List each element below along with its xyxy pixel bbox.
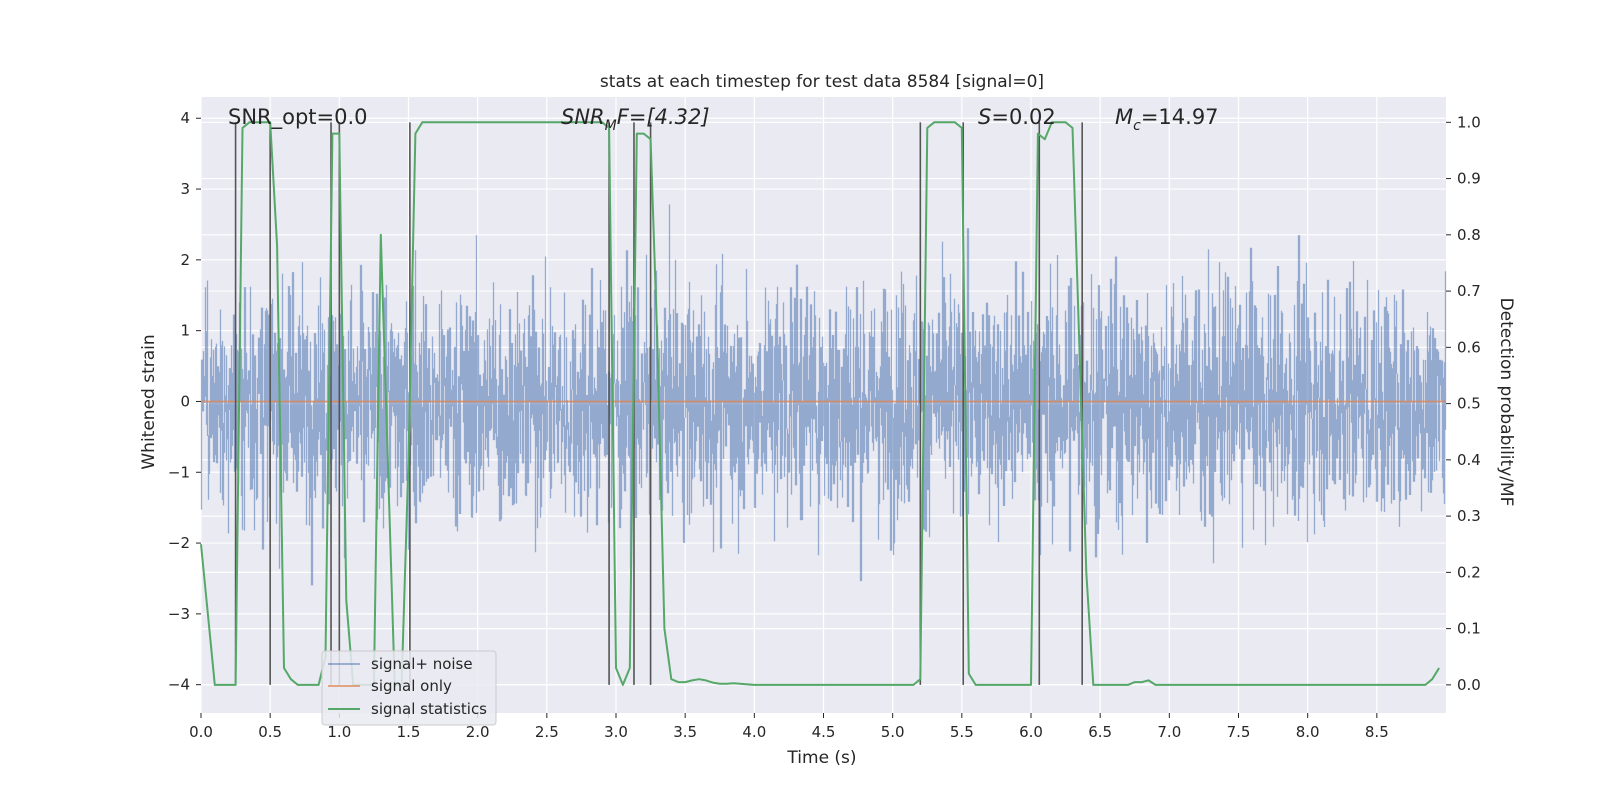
y-tick-label: −2 [168, 534, 190, 552]
x-tick-label: 5.0 [881, 723, 905, 741]
y-right-tick-label: 0.7 [1457, 282, 1481, 300]
annotation-snr-opt: SNR_opt=0.0 [228, 105, 368, 130]
y-tick-label: −4 [168, 676, 190, 694]
y-tick-label: −3 [168, 605, 190, 623]
vertical-marker-layer [234, 122, 1083, 685]
y-right-tick-label: 1.0 [1457, 113, 1481, 131]
x-tick-label: 3.5 [673, 723, 697, 741]
y-tick-label: 4 [180, 109, 190, 127]
x-tick-label: 1.0 [327, 723, 351, 741]
annotation-mc-main: M [1115, 105, 1133, 129]
y-right-tick-label: 0.9 [1457, 170, 1481, 188]
y-right-tick-label: 0.5 [1457, 395, 1481, 413]
annotation-s-rest: =0.02 [991, 105, 1055, 129]
y-tick-label: 3 [180, 180, 190, 198]
annotation-mc: Mc=14.97 [1115, 105, 1219, 134]
annotation-snr-mf-sub: M [605, 118, 617, 134]
annotation-snr-mf-main: SNR [561, 105, 605, 129]
x-tick-label: 0.0 [189, 723, 213, 741]
y-right-axis-label: Detection probability/MF [1496, 298, 1516, 507]
x-axis-label: Time (s) [786, 748, 856, 768]
legend-label-noise: signal+ noise [371, 655, 473, 673]
x-tick-label: 4.0 [742, 723, 766, 741]
y-tick-label: 0 [180, 392, 190, 410]
y-right-tick-label: 0.6 [1457, 338, 1481, 356]
y-right-tick-label: 0.3 [1457, 507, 1481, 525]
y-right-tick-label: 0.0 [1457, 676, 1481, 694]
legend-box [321, 650, 497, 726]
x-tick-label: 3.0 [604, 723, 628, 741]
annotation-s: S=0.02 [978, 105, 1056, 129]
y-tick-label: 2 [180, 251, 190, 269]
x-tick-label: 7.0 [1157, 723, 1181, 741]
x-tick-label: 2.5 [535, 723, 559, 741]
annotation-s-main: S [978, 105, 991, 129]
annotation-snr-mf: SNRMF=[4.32] [561, 105, 710, 134]
legend-label-signal: signal only [371, 677, 452, 695]
x-tick-label: 8.0 [1296, 723, 1320, 741]
y-axis-label: Whitened strain [139, 334, 159, 469]
y-right-tick-label: 0.1 [1457, 620, 1481, 638]
annotation-mc-sub: c [1133, 118, 1141, 134]
tick-layer: 0.0 0.5 1.0 1.5 2.0 2.5 3.0 3.5 4.0 4.5 5.0 5.5 6.0 6… [168, 109, 1481, 741]
annotation-snr-mf-rest: F=[4.32] [617, 105, 710, 129]
x-tick-label: 4.5 [812, 723, 836, 741]
y-right-tick-label: 0.2 [1457, 563, 1481, 581]
x-tick-label: 7.5 [1227, 723, 1251, 741]
legend: signal+ noise signal only signal statist… [321, 650, 497, 726]
x-tick-label: 5.5 [950, 723, 974, 741]
annotation-mc-rest: =14.97 [1141, 105, 1219, 129]
signal-statistics-series-line [200, 121, 1440, 686]
x-tick-label: 6.5 [1088, 723, 1112, 741]
y-right-tick-label: 0.4 [1457, 451, 1481, 469]
y-tick-label: −1 [168, 463, 190, 481]
y-tick-label: 1 [180, 322, 190, 340]
legend-label-statistics: signal statistics [371, 700, 487, 718]
x-tick-label: 6.0 [1019, 723, 1043, 741]
x-tick-label: 1.5 [397, 723, 421, 741]
signal-statistics-layer [200, 121, 1440, 686]
x-tick-label: 2.0 [466, 723, 490, 741]
y-right-tick-label: 0.8 [1457, 226, 1481, 244]
x-tick-label: 0.5 [258, 723, 282, 741]
x-tick-label: 8.5 [1365, 723, 1389, 741]
chart-title: stats at each timestep for test data 858… [600, 72, 1044, 92]
